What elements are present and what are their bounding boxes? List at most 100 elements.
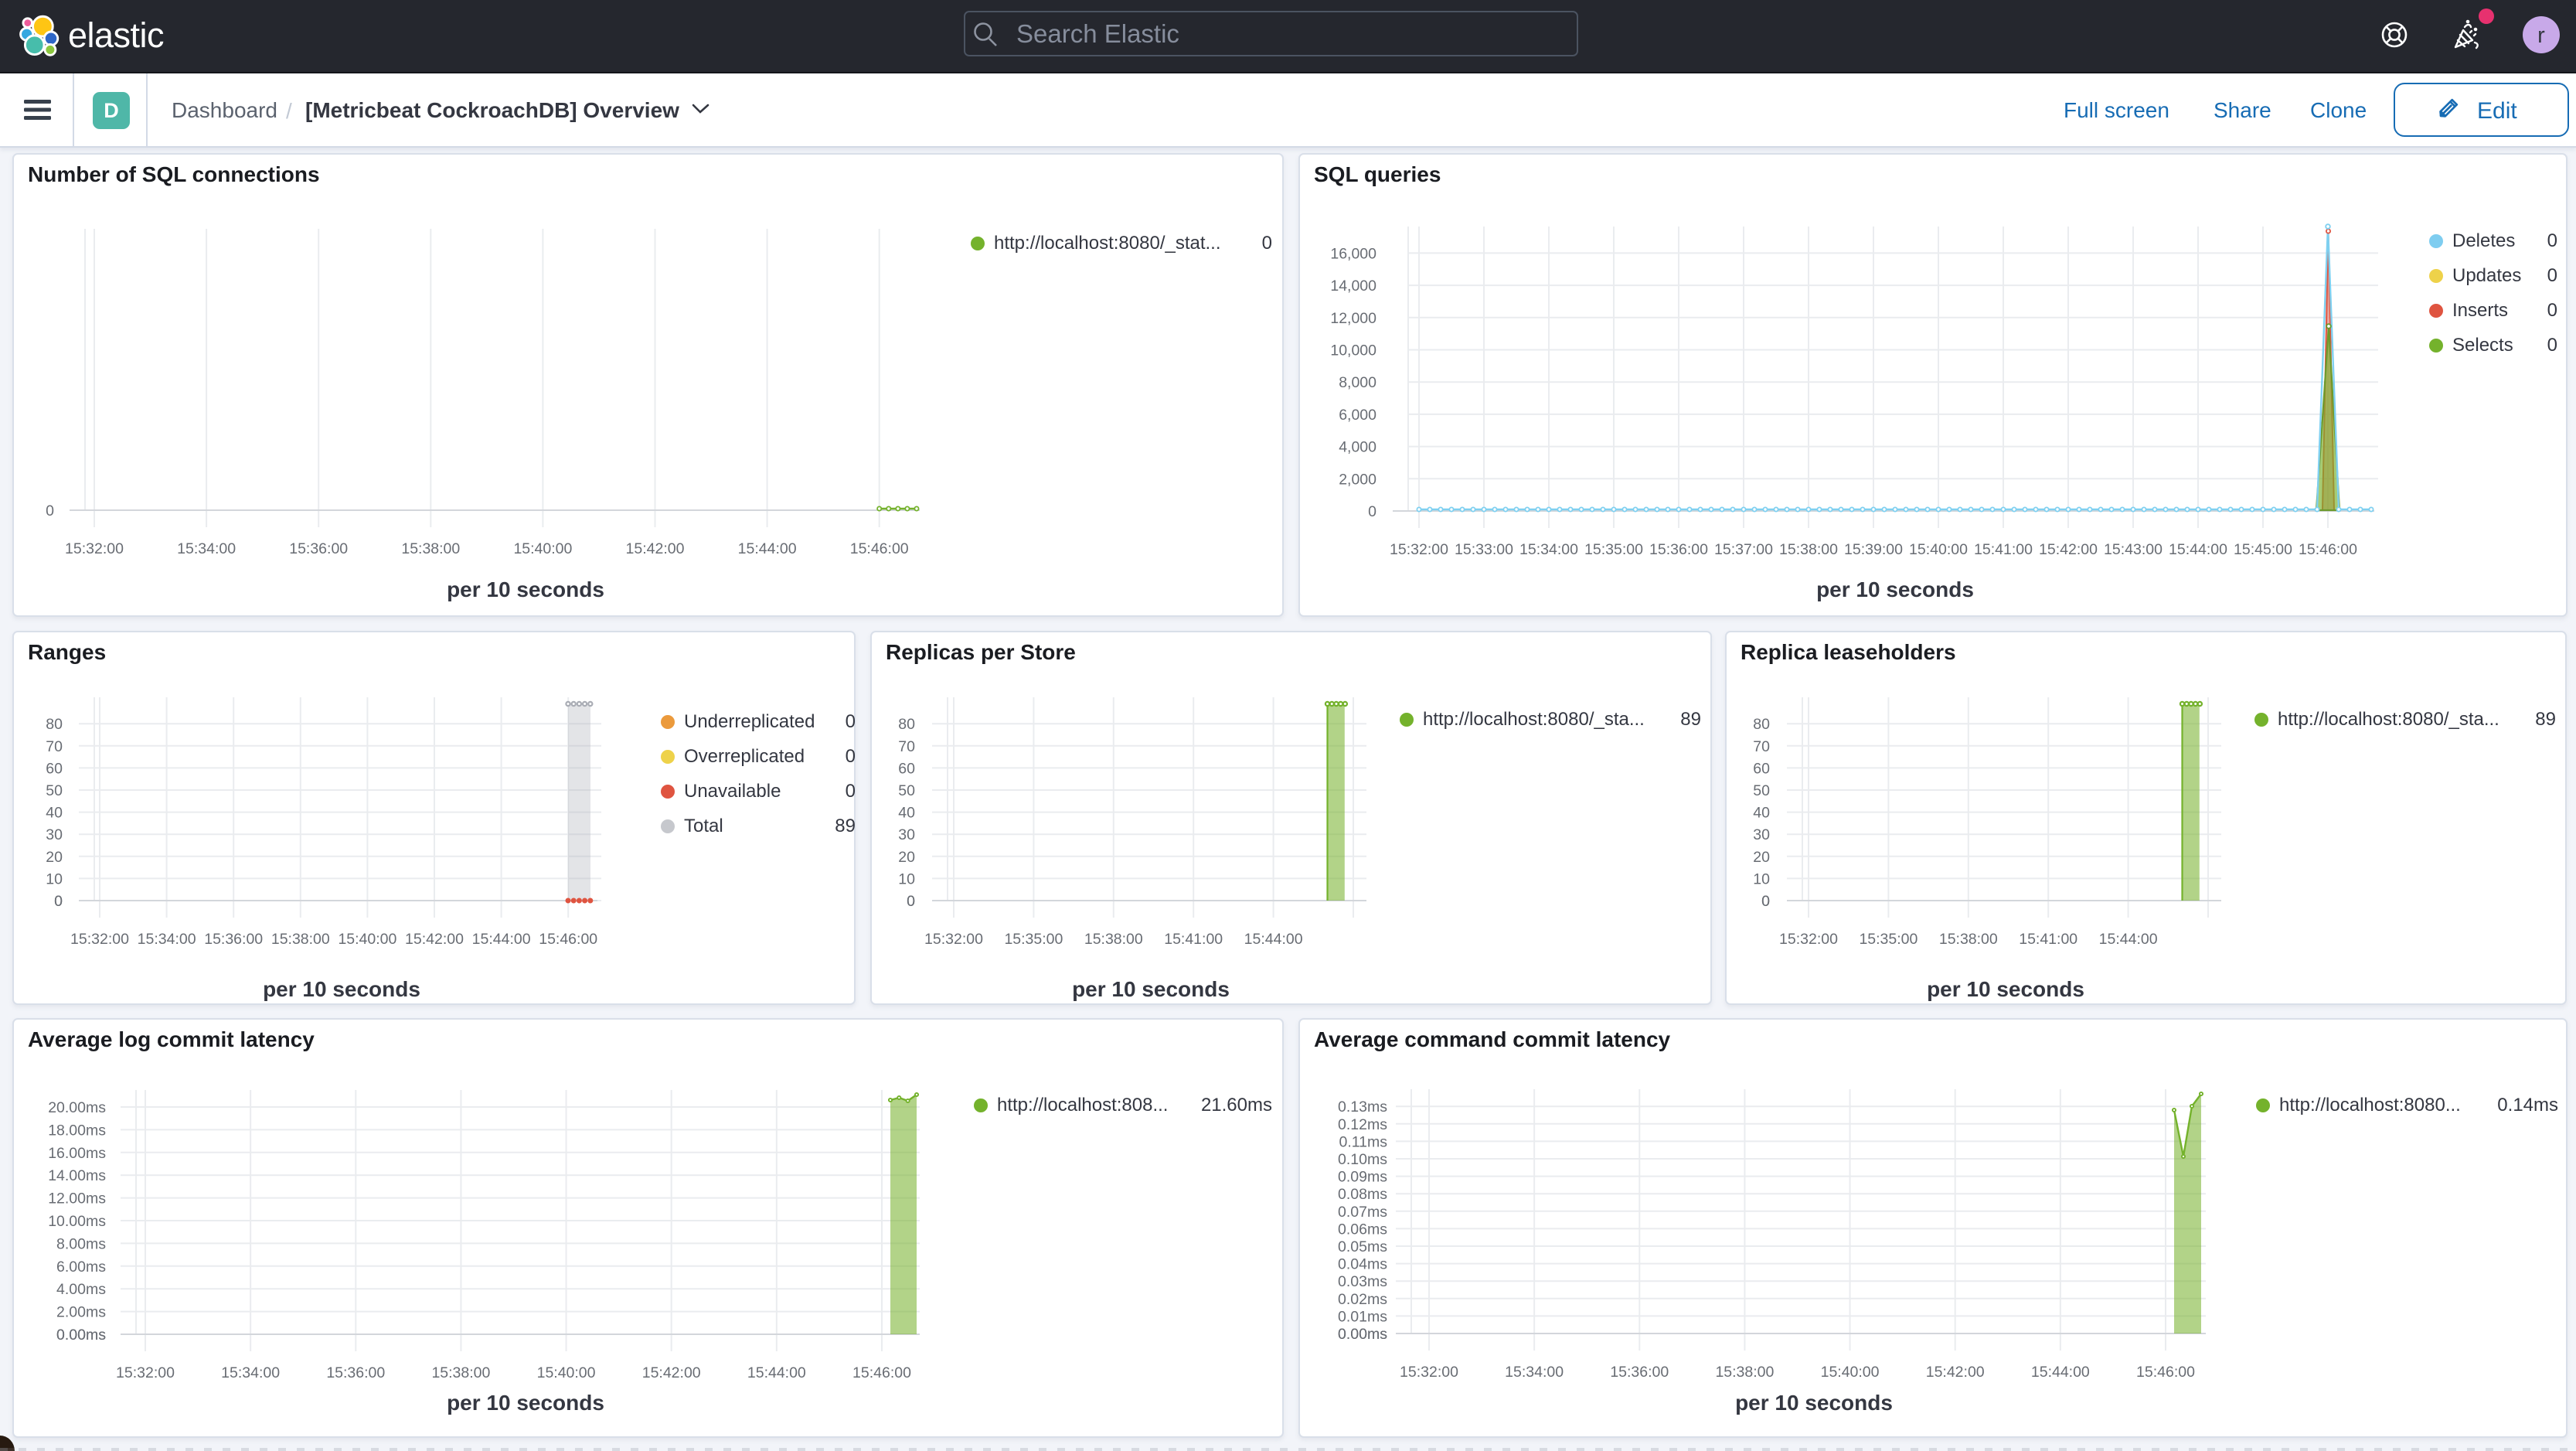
svg-text:15:37:00: 15:37:00: [1714, 541, 1773, 558]
svg-text:10: 10: [898, 870, 915, 887]
svg-text:80: 80: [1753, 716, 1770, 733]
svg-text:15:34:00: 15:34:00: [1519, 541, 1578, 558]
svg-text:15:38:00: 15:38:00: [271, 931, 330, 948]
svg-text:10.00ms: 10.00ms: [48, 1213, 106, 1230]
svg-text:4,000: 4,000: [1339, 439, 1376, 456]
svg-text:0.10ms: 0.10ms: [1338, 1151, 1387, 1168]
svg-text:60: 60: [898, 760, 915, 777]
svg-text:12,000: 12,000: [1330, 310, 1376, 327]
svg-text:r: r: [2537, 23, 2545, 48]
svg-text:15:42:00: 15:42:00: [1926, 1364, 1985, 1381]
svg-text:15:40:00: 15:40:00: [1909, 541, 1968, 558]
svg-text:15:32:00: 15:32:00: [1400, 1364, 1458, 1381]
svg-text:per 10 seconds: per 10 seconds: [1072, 977, 1230, 1001]
svg-text:0.09ms: 0.09ms: [1338, 1169, 1387, 1186]
svg-text:8.00ms: 8.00ms: [56, 1235, 106, 1252]
svg-text:15:44:00: 15:44:00: [738, 540, 797, 557]
svg-text:15:41:00: 15:41:00: [2019, 931, 2077, 948]
svg-text:70: 70: [46, 738, 63, 755]
svg-text:40: 40: [898, 805, 915, 822]
svg-text:15:40:00: 15:40:00: [1821, 1364, 1880, 1381]
svg-text:14.00ms: 14.00ms: [48, 1167, 106, 1184]
svg-text:0.00ms: 0.00ms: [56, 1327, 106, 1344]
svg-text:15:36:00: 15:36:00: [326, 1364, 385, 1381]
svg-text:15:39:00: 15:39:00: [1844, 541, 1903, 558]
svg-text:0: 0: [54, 893, 63, 910]
svg-text:20: 20: [1753, 849, 1770, 866]
svg-text:40: 40: [1753, 805, 1770, 822]
svg-text:2.00ms: 2.00ms: [56, 1304, 106, 1321]
svg-text:15:40:00: 15:40:00: [338, 931, 396, 948]
svg-text:0: 0: [907, 893, 915, 910]
svg-text:8,000: 8,000: [1339, 374, 1376, 391]
svg-text:15:36:00: 15:36:00: [204, 931, 263, 948]
svg-text:0.03ms: 0.03ms: [1338, 1273, 1387, 1290]
svg-text:15:34:00: 15:34:00: [138, 931, 196, 948]
svg-text:[Metricbeat CockroachDB] Overv: [Metricbeat CockroachDB] Overview: [305, 98, 679, 122]
svg-text:14,000: 14,000: [1330, 278, 1376, 295]
svg-text:15:32:00: 15:32:00: [116, 1364, 175, 1381]
svg-text:10: 10: [46, 870, 63, 887]
svg-text:15:32:00: 15:32:00: [1390, 541, 1448, 558]
svg-text:15:44:00: 15:44:00: [2031, 1364, 2090, 1381]
svg-text:per 10 seconds: per 10 seconds: [263, 977, 420, 1001]
svg-text:0.04ms: 0.04ms: [1338, 1256, 1387, 1273]
svg-text:15:46:00: 15:46:00: [2136, 1364, 2195, 1381]
svg-text:18.00ms: 18.00ms: [48, 1122, 106, 1139]
svg-text:15:44:00: 15:44:00: [747, 1364, 806, 1381]
svg-text:20.00ms: 20.00ms: [48, 1099, 106, 1116]
svg-text:0.02ms: 0.02ms: [1338, 1291, 1387, 1308]
svg-text:50: 50: [46, 782, 63, 799]
svg-text:per 10 seconds: per 10 seconds: [447, 577, 604, 601]
svg-text:15:36:00: 15:36:00: [1610, 1364, 1669, 1381]
svg-text:4.00ms: 4.00ms: [56, 1281, 106, 1298]
svg-text:30: 30: [898, 826, 915, 843]
svg-text:0: 0: [46, 502, 54, 519]
svg-text:15:38:00: 15:38:00: [1084, 931, 1143, 948]
svg-text:16,000: 16,000: [1330, 245, 1376, 262]
svg-text:0.00ms: 0.00ms: [56, 1327, 106, 1344]
svg-text:15:46:00: 15:46:00: [850, 540, 909, 557]
svg-text:0.11ms: 0.11ms: [1339, 1133, 1388, 1150]
svg-text:0: 0: [1761, 893, 1770, 910]
svg-text:15:32:00: 15:32:00: [65, 540, 124, 557]
svg-text:15:35:00: 15:35:00: [1584, 541, 1643, 558]
svg-text:15:42:00: 15:42:00: [642, 1364, 701, 1381]
svg-text:30: 30: [46, 826, 63, 843]
svg-text:15:38:00: 15:38:00: [431, 1364, 490, 1381]
svg-text:Dashboard: Dashboard: [172, 98, 277, 122]
svg-text:15:46:00: 15:46:00: [852, 1364, 911, 1381]
svg-text:20: 20: [898, 849, 915, 866]
svg-text:15:32:00: 15:32:00: [70, 931, 129, 948]
svg-text:Full screen: Full screen: [2064, 98, 2169, 122]
svg-text:0: 0: [907, 893, 915, 910]
svg-text:70: 70: [1753, 738, 1770, 755]
svg-text:10: 10: [1753, 870, 1770, 887]
svg-text:/: /: [286, 99, 292, 123]
svg-text:0.05ms: 0.05ms: [1338, 1238, 1387, 1255]
svg-text:15:43:00: 15:43:00: [2104, 541, 2163, 558]
svg-text:12.00ms: 12.00ms: [48, 1190, 106, 1207]
svg-text:6,000: 6,000: [1339, 407, 1376, 424]
svg-text:15:44:00: 15:44:00: [2099, 931, 2158, 948]
svg-text:0.07ms: 0.07ms: [1338, 1204, 1387, 1221]
svg-text:15:44:00: 15:44:00: [2169, 541, 2227, 558]
svg-text:15:45:00: 15:45:00: [2234, 541, 2292, 558]
svg-text:2,000: 2,000: [1339, 471, 1376, 488]
svg-text:15:34:00: 15:34:00: [221, 1364, 280, 1381]
svg-text:15:38:00: 15:38:00: [1939, 931, 1998, 948]
svg-text:15:34:00: 15:34:00: [177, 540, 236, 557]
svg-text:15:35:00: 15:35:00: [1859, 931, 1918, 948]
svg-text:80: 80: [898, 716, 915, 733]
svg-text:60: 60: [1753, 760, 1770, 777]
svg-text:15:36:00: 15:36:00: [1649, 541, 1708, 558]
svg-text:0.06ms: 0.06ms: [1338, 1221, 1387, 1238]
svg-text:0: 0: [1368, 503, 1376, 520]
svg-text:80: 80: [46, 716, 63, 733]
svg-text:15:44:00: 15:44:00: [472, 931, 531, 948]
svg-text:70: 70: [898, 738, 915, 755]
svg-text:20: 20: [46, 849, 63, 866]
svg-text:15:46:00: 15:46:00: [539, 931, 597, 948]
svg-text:15:34:00: 15:34:00: [1505, 1364, 1564, 1381]
svg-text:0.00ms: 0.00ms: [1338, 1326, 1387, 1343]
